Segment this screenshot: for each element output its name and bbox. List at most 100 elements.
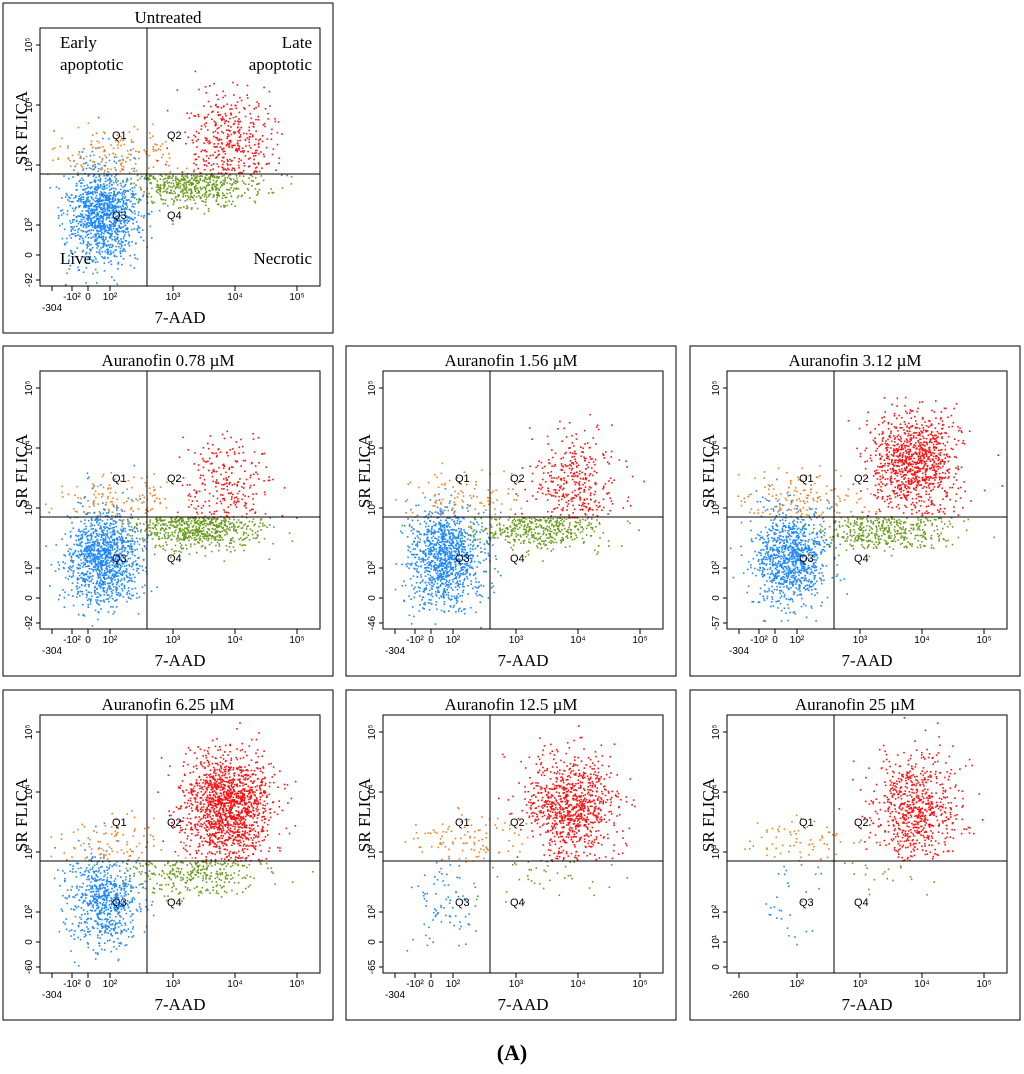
event-dot [109,531,112,534]
event-dot [102,235,105,238]
event-dot [228,468,230,470]
event-dot [80,502,82,505]
event-dot [53,130,55,132]
event-dot [113,181,115,184]
event-dot [443,594,445,597]
event-dot [224,177,226,179]
event-dot [220,473,222,476]
event-dot [77,126,80,129]
event-dot [277,121,280,123]
event-dot [268,192,270,194]
event-dot [141,502,143,504]
event-dot [128,220,130,222]
event-dot [265,146,268,149]
event-dot [113,565,115,567]
event-dot [137,225,139,227]
event-dot [106,534,108,536]
event-dot [55,544,57,546]
event-dot [59,224,61,227]
event-dot [85,205,88,207]
event-dot [125,564,128,567]
event-dot [97,577,99,579]
event-dot [98,569,100,571]
event-dot [197,534,199,536]
event-dot [154,178,157,180]
event-dot [211,531,213,533]
event-dot [204,489,206,491]
event-dot [484,570,486,573]
event-dot [100,559,103,562]
event-dot [98,573,101,575]
event-dot [92,259,95,262]
event-dot [220,172,223,174]
event-dot [102,502,104,504]
event-dot [174,529,177,532]
event-dot [113,160,115,163]
event-dot [69,160,71,162]
event-dot [245,507,247,509]
event-dot [145,566,147,569]
event-dot [86,565,88,568]
event-dot [258,146,260,148]
event-dot [435,568,438,571]
event-dot [123,541,125,543]
event-dot [236,149,239,151]
event-dot [235,501,238,504]
event-dot [150,590,153,593]
event-dot [169,175,171,178]
event-dot [106,202,109,205]
event-dot [233,94,235,96]
event-dot [126,518,129,521]
event-dot [58,564,61,566]
event-dot [257,192,259,195]
event-dot [195,164,197,166]
event-dot [202,505,205,507]
event-dot [438,543,440,546]
event-dot [190,504,193,506]
event-dot [99,186,101,189]
event-dot [89,143,92,146]
event-dot [164,523,167,525]
event-dot [191,531,193,534]
event-dot [129,557,131,560]
event-dot [234,460,237,462]
event-dot [213,513,215,515]
event-dot [231,539,233,541]
event-dot [214,130,217,133]
event-dot [105,536,107,539]
event-dot [102,137,104,140]
event-dot [271,191,273,194]
event-dot [159,188,162,190]
event-dot [202,474,205,477]
event-dot [107,204,110,207]
event-dot [221,484,223,486]
event-dot [186,198,189,201]
event-dot [103,564,105,566]
event-dot [444,557,446,560]
event-dot [444,519,447,522]
event-dot [92,559,94,561]
event-dot [94,205,96,207]
event-dot [112,504,115,507]
event-dot [133,186,136,189]
event-dot [228,189,231,191]
event-dot [115,237,118,240]
event-dot [131,535,134,537]
event-dot [91,524,93,526]
event-dot [100,207,102,209]
event-dot [104,544,106,546]
event-dot [426,566,429,569]
event-dot [263,452,266,455]
event-dot [268,162,270,165]
event-dot [75,234,78,237]
event-dot [193,199,195,201]
event-dot [463,558,465,561]
event-dot [108,538,110,540]
event-dot [264,125,266,128]
event-dot [117,566,119,568]
event-dot [205,139,207,142]
event-dot [213,82,215,85]
event-dot [217,150,220,152]
event-dot [220,526,223,528]
event-dot [218,203,220,206]
